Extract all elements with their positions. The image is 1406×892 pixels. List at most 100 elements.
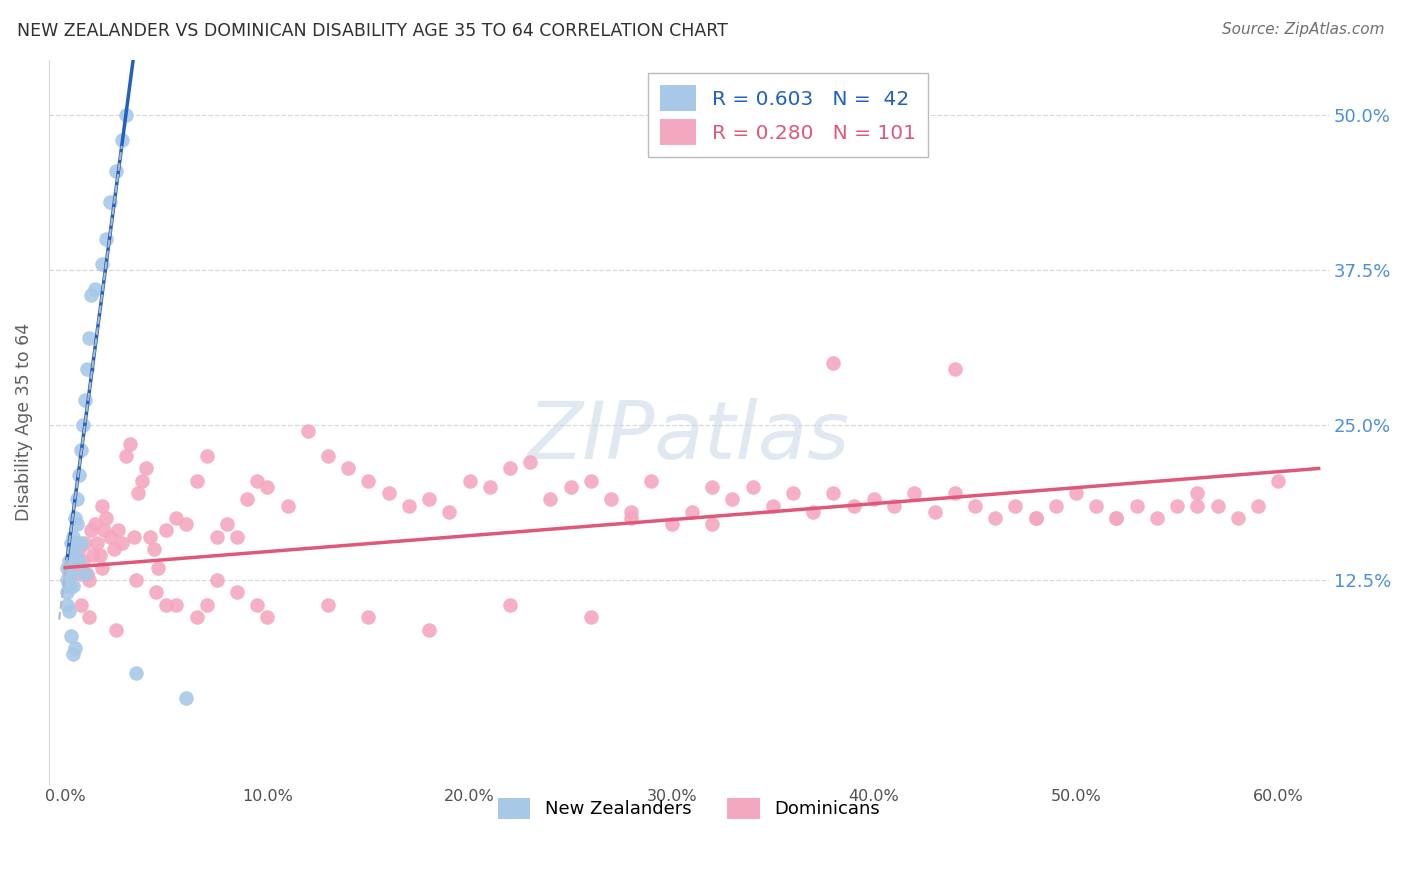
Point	[70, 536, 93, 550]
Point	[499, 598, 522, 612]
Point	[104, 623, 127, 637]
Point	[246, 474, 269, 488]
Point	[165, 598, 187, 612]
Point	[205, 573, 228, 587]
Point	[58, 554, 80, 568]
Point	[1064, 486, 1087, 500]
Point	[114, 108, 136, 122]
Point	[801, 505, 824, 519]
Point	[1187, 499, 1209, 513]
Point	[1105, 511, 1128, 525]
Point	[111, 133, 134, 147]
Point	[155, 598, 177, 612]
Point	[56, 585, 79, 599]
Point	[316, 449, 339, 463]
Point	[579, 610, 602, 624]
Point	[67, 554, 90, 568]
Point	[66, 492, 89, 507]
Point	[65, 548, 87, 562]
Point	[205, 530, 228, 544]
Point	[681, 505, 703, 519]
Point	[458, 474, 481, 488]
Point	[1166, 499, 1188, 513]
Point	[80, 288, 103, 302]
Point	[145, 585, 167, 599]
Point	[1085, 499, 1108, 513]
Point	[418, 492, 440, 507]
Point	[58, 566, 80, 581]
Point	[963, 499, 986, 513]
Point	[125, 573, 148, 587]
Point	[236, 492, 259, 507]
Point	[398, 499, 420, 513]
Point	[337, 461, 360, 475]
Point	[256, 480, 278, 494]
Point	[67, 541, 90, 556]
Point	[62, 541, 84, 556]
Point	[1025, 511, 1047, 525]
Text: ZIPatlas: ZIPatlas	[527, 398, 851, 475]
Point	[56, 573, 79, 587]
Point	[600, 492, 623, 507]
Point	[94, 511, 117, 525]
Point	[1247, 499, 1270, 513]
Point	[94, 232, 117, 246]
Point	[316, 598, 339, 612]
Point	[863, 492, 886, 507]
Point	[62, 530, 84, 544]
Point	[135, 461, 157, 475]
Point	[98, 195, 121, 210]
Point	[620, 505, 643, 519]
Point	[86, 536, 108, 550]
Point	[1105, 511, 1128, 525]
Point	[186, 474, 208, 488]
Point	[762, 499, 785, 513]
Point	[79, 610, 101, 624]
Point	[741, 480, 763, 494]
Point	[84, 282, 107, 296]
Point	[79, 573, 101, 587]
Point	[903, 486, 925, 500]
Point	[118, 436, 141, 450]
Point	[215, 517, 238, 532]
Point	[75, 393, 97, 408]
Point	[883, 499, 905, 513]
Point	[782, 486, 804, 500]
Point	[76, 362, 98, 376]
Point	[176, 517, 198, 532]
Text: Source: ZipAtlas.com: Source: ZipAtlas.com	[1222, 22, 1385, 37]
Point	[66, 536, 89, 550]
Point	[640, 474, 662, 488]
Point	[72, 418, 94, 433]
Point	[131, 474, 153, 488]
Point	[98, 530, 121, 544]
Point	[1226, 511, 1249, 525]
Point	[90, 257, 112, 271]
Point	[418, 623, 440, 637]
Point	[155, 524, 177, 538]
Point	[700, 517, 723, 532]
Point	[146, 560, 169, 574]
Point	[82, 548, 104, 562]
Point	[1125, 499, 1147, 513]
Point	[823, 356, 845, 370]
Point	[943, 486, 966, 500]
Point	[377, 486, 399, 500]
Text: NEW ZEALANDER VS DOMINICAN DISABILITY AGE 35 TO 64 CORRELATION CHART: NEW ZEALANDER VS DOMINICAN DISABILITY AG…	[17, 22, 728, 40]
Point	[75, 536, 97, 550]
Point	[70, 598, 93, 612]
Point	[226, 585, 249, 599]
Point	[721, 492, 744, 507]
Point	[277, 499, 299, 513]
Point	[127, 486, 149, 500]
Point	[700, 480, 723, 494]
Point	[165, 511, 187, 525]
Point	[104, 164, 127, 178]
Point	[107, 524, 129, 538]
Point	[143, 541, 166, 556]
Point	[984, 511, 1007, 525]
Point	[60, 566, 83, 581]
Point	[65, 548, 87, 562]
Point	[538, 492, 561, 507]
Point	[620, 511, 643, 525]
